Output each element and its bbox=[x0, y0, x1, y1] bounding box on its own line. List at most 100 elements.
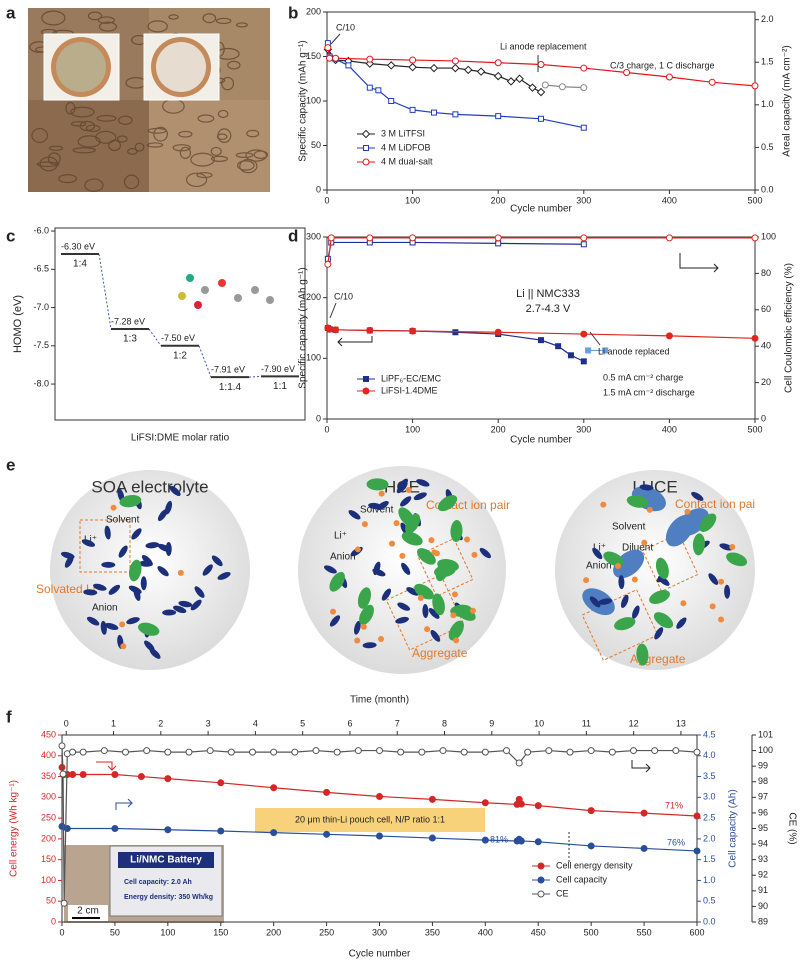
anion bbox=[653, 612, 674, 629]
texture bbox=[96, 114, 117, 122]
diagram-label: Anion bbox=[92, 603, 118, 614]
y-tick-label: -8.0 bbox=[33, 378, 49, 388]
series-line bbox=[327, 327, 756, 339]
point bbox=[326, 54, 334, 62]
point bbox=[580, 84, 588, 92]
x2-tick-label: 1 bbox=[111, 718, 116, 728]
atom bbox=[186, 274, 194, 282]
texture bbox=[58, 174, 77, 184]
solvent bbox=[639, 484, 654, 491]
texture bbox=[196, 172, 213, 179]
y2-tick-label: 100 bbox=[761, 231, 776, 241]
x-tick-label: 500 bbox=[747, 424, 762, 434]
legend-marker bbox=[361, 129, 371, 139]
solvent bbox=[479, 547, 491, 559]
x-tick-label: 550 bbox=[637, 927, 652, 937]
point bbox=[451, 57, 459, 65]
y-tick-label: 0 bbox=[316, 184, 321, 194]
solvent bbox=[724, 584, 731, 599]
texture bbox=[47, 152, 61, 165]
point bbox=[481, 748, 489, 756]
point bbox=[376, 747, 383, 755]
point bbox=[460, 748, 468, 756]
point bbox=[640, 809, 648, 817]
x-tick-label: 350 bbox=[425, 927, 440, 937]
x-tick-label: 400 bbox=[662, 424, 677, 434]
y2-tick-label: 1.0 bbox=[703, 875, 716, 885]
point bbox=[345, 62, 352, 69]
x2-tick-label: 3 bbox=[206, 718, 211, 728]
li-ion bbox=[428, 537, 435, 544]
point bbox=[429, 63, 439, 73]
solvent bbox=[157, 566, 169, 577]
point bbox=[751, 82, 759, 90]
solvent bbox=[632, 605, 640, 619]
li-ion bbox=[718, 578, 725, 585]
point bbox=[693, 748, 701, 756]
solvent bbox=[86, 616, 100, 626]
y-tick-label: 50 bbox=[46, 896, 56, 906]
y2-tick-label: 95 bbox=[758, 823, 768, 833]
category-label: 1:2 bbox=[173, 350, 187, 361]
solvent bbox=[101, 561, 116, 568]
texture bbox=[178, 130, 193, 138]
legend-label: 4 M LiDFOB bbox=[381, 142, 431, 152]
point bbox=[665, 332, 673, 340]
solvent bbox=[422, 604, 429, 619]
atom bbox=[218, 279, 226, 287]
x-tick-label: 500 bbox=[584, 927, 599, 937]
scale-bar-label: 2 cm bbox=[77, 906, 99, 917]
solvent bbox=[93, 583, 107, 591]
texture bbox=[215, 17, 232, 25]
x-tick-label: 150 bbox=[213, 927, 228, 937]
texture bbox=[210, 155, 229, 162]
li-ion bbox=[393, 520, 400, 527]
anion bbox=[434, 564, 456, 578]
point bbox=[524, 748, 532, 756]
annotation: C/3 charge, 1 C discharge bbox=[610, 60, 715, 70]
y-tick-label: 250 bbox=[41, 812, 56, 822]
atom bbox=[201, 286, 209, 294]
point bbox=[366, 326, 374, 334]
texture bbox=[197, 114, 215, 123]
point bbox=[751, 234, 759, 242]
li-ion bbox=[450, 612, 457, 619]
y2-tick-label: 0 bbox=[761, 413, 766, 423]
y-tick-label: 100 bbox=[41, 875, 56, 885]
solvent bbox=[589, 596, 601, 608]
point bbox=[324, 260, 332, 268]
diagram-label: Li⁺ bbox=[593, 543, 606, 554]
point bbox=[270, 748, 278, 756]
point bbox=[623, 69, 631, 77]
x-axis-label: LiFSI:DME molar ratio bbox=[131, 433, 230, 444]
texture bbox=[70, 106, 95, 118]
y-tick-label: 350 bbox=[41, 771, 56, 781]
solvent bbox=[657, 575, 670, 586]
solvent bbox=[140, 576, 147, 591]
solvent bbox=[592, 547, 603, 560]
point bbox=[366, 55, 374, 63]
x2-tick-label: 2 bbox=[158, 718, 163, 728]
li-ion bbox=[378, 635, 385, 642]
x-axis-label: Cycle number bbox=[510, 435, 572, 446]
legend-label: 4 M dual-salt bbox=[381, 156, 433, 166]
point bbox=[580, 124, 587, 131]
texture bbox=[36, 161, 60, 168]
li-ion bbox=[729, 544, 736, 551]
texture bbox=[108, 139, 122, 152]
point bbox=[59, 770, 67, 778]
y-tick-label: 200 bbox=[306, 292, 321, 302]
annotation: 20 μm thin-Li pouch cell, N/P ratio 1:1 bbox=[295, 814, 445, 824]
point bbox=[249, 748, 256, 756]
legend-label: LiFSI-1.4DME bbox=[381, 385, 438, 395]
y2-tick-label: 100 bbox=[758, 745, 773, 755]
atom bbox=[194, 301, 202, 309]
point bbox=[324, 44, 332, 52]
solvent bbox=[162, 609, 177, 616]
point bbox=[493, 71, 503, 81]
point bbox=[376, 793, 383, 801]
point bbox=[137, 773, 145, 781]
li-ion bbox=[110, 504, 117, 511]
point bbox=[323, 830, 331, 838]
anion bbox=[329, 571, 345, 592]
